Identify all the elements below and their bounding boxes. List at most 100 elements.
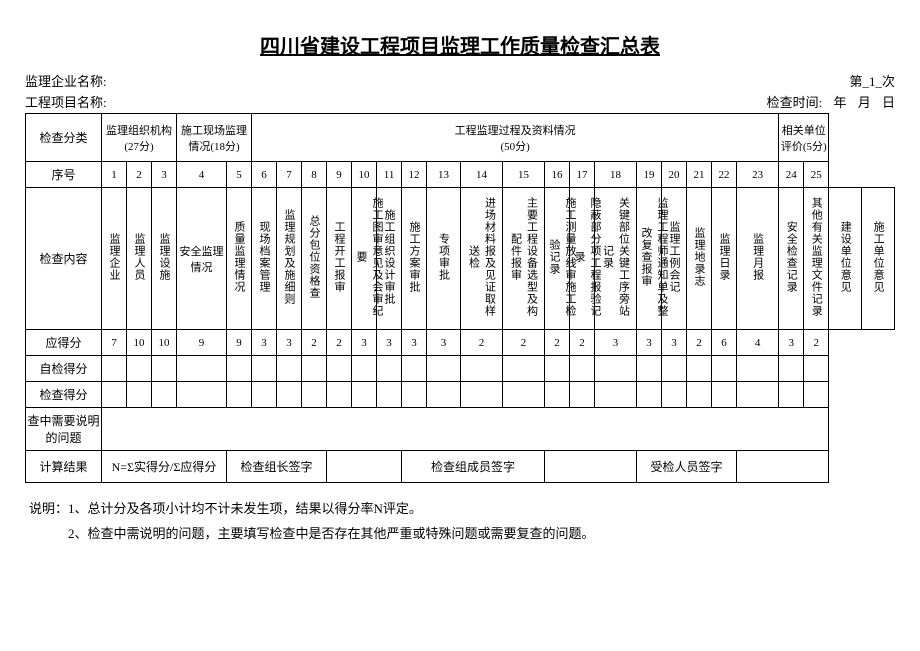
content-cell: 施工测量放线审施工检验记录 bbox=[545, 188, 570, 330]
sig-member-blank bbox=[545, 451, 637, 483]
sig-inspected-label: 受检人员签字 bbox=[637, 451, 737, 483]
score-cell: 3 bbox=[779, 330, 804, 356]
content-cell: 总分包位资格查 bbox=[302, 188, 327, 330]
score-cell: 2 bbox=[302, 330, 327, 356]
score-cell: 9 bbox=[227, 330, 252, 356]
content-row: 检查内容 监理企业 监理人员 监理设施 安全监理情况 质量监理情况 现场档案管理… bbox=[26, 188, 895, 330]
content-cell: 隐蔽部分项工程报验记录 bbox=[570, 188, 595, 330]
main-table: 检查分类 监理组织机构(27分) 施工现场监理情况(18分) 工程监理过程及资料… bbox=[25, 113, 895, 483]
seq-cell: 3 bbox=[152, 162, 177, 188]
content-cell: 安全检查记录 bbox=[779, 188, 804, 330]
seq-cell: 25 bbox=[804, 162, 829, 188]
seq-cell: 8 bbox=[302, 162, 327, 188]
header-line-2: 工程项目名称: 检查时间: 年 月 日 bbox=[25, 92, 895, 111]
seq-cell: 16 bbox=[545, 162, 570, 188]
check-score-row: 检查得分 bbox=[26, 382, 895, 408]
sig-inspected-blank bbox=[737, 451, 829, 483]
times-label: 第_1_次 bbox=[849, 71, 895, 90]
date-year: 年 bbox=[833, 95, 846, 110]
score-cell: 3 bbox=[637, 330, 662, 356]
content-cell: 其他有关监理文件记录 bbox=[804, 188, 829, 330]
content-cell: 主要工程设备选型及构配件报审 bbox=[503, 188, 545, 330]
score-cell: 2 bbox=[461, 330, 503, 356]
score-cell: 9 bbox=[177, 330, 227, 356]
category-row: 检查分类 监理组织机构(27分) 施工现场监理情况(18分) 工程监理过程及资料… bbox=[26, 114, 895, 162]
seq-cell: 13 bbox=[427, 162, 461, 188]
date-month: 月 bbox=[858, 95, 871, 110]
notes: 说明：1、总计分及各项小计均不计未发生项，结果以得分率N评定。 2、检查中需说明… bbox=[25, 497, 895, 546]
content-cell: 监理日录 bbox=[712, 188, 737, 330]
seq-cell: 12 bbox=[402, 162, 427, 188]
score-cell: 3 bbox=[595, 330, 637, 356]
score-cell: 3 bbox=[662, 330, 687, 356]
content-cell: 施工图审意见及会审纪要 bbox=[352, 188, 377, 330]
content-cell: 施工单位意见 bbox=[862, 188, 895, 330]
seq-cell: 21 bbox=[687, 162, 712, 188]
seq-cell: 9 bbox=[327, 162, 352, 188]
company-label: 监理企业名称: bbox=[25, 71, 107, 90]
date-day: 日 bbox=[882, 95, 895, 110]
content-cell: 监理工程师通知单及整改复查报审 bbox=[637, 188, 662, 330]
content-cell: 监理规划及施细则 bbox=[277, 188, 302, 330]
score-cell: 2 bbox=[804, 330, 829, 356]
score-cell: 3 bbox=[402, 330, 427, 356]
score-label: 应得分 bbox=[26, 330, 102, 356]
score-cell: 3 bbox=[277, 330, 302, 356]
cat-group-3-title: 工程监理过程及资料情况 bbox=[253, 122, 777, 138]
seq-cell: 4 bbox=[177, 162, 227, 188]
score-cell: 3 bbox=[427, 330, 461, 356]
seq-cell: 6 bbox=[252, 162, 277, 188]
seq-cell: 23 bbox=[737, 162, 779, 188]
check-time: 检查时间: 年 月 日 bbox=[759, 92, 895, 111]
content-cell: 施工方案审批 bbox=[402, 188, 427, 330]
seq-label: 序号 bbox=[26, 162, 102, 188]
cat-group-3: 工程监理过程及资料情况 (50分) bbox=[252, 114, 779, 162]
content-cell: 工程开工报审 bbox=[327, 188, 352, 330]
content-cell: 现场档案管理 bbox=[252, 188, 277, 330]
score-cell: 2 bbox=[545, 330, 570, 356]
score-cell: 7 bbox=[102, 330, 127, 356]
content-cell: 质量监理情况 bbox=[227, 188, 252, 330]
seq-cell: 1 bbox=[102, 162, 127, 188]
project-label: 工程项目名称: bbox=[25, 92, 107, 111]
seq-cell: 5 bbox=[227, 162, 252, 188]
score-row: 应得分 7 10 10 9 9 3 3 2 2 3 3 3 3 2 2 2 2 … bbox=[26, 330, 895, 356]
seq-cell: 20 bbox=[662, 162, 687, 188]
content-cell: 进场材料报及见证取样送检 bbox=[461, 188, 503, 330]
sig-member-label: 检查组成员签字 bbox=[402, 451, 545, 483]
seq-row: 序号 1 2 3 4 5 6 7 8 9 10 11 12 13 14 15 1… bbox=[26, 162, 895, 188]
content-cell: 安全监理情况 bbox=[177, 188, 227, 330]
cat-group-1: 监理组织机构(27分) bbox=[102, 114, 177, 162]
note-1: 说明：1、总计分及各项小计均不计未发生项，结果以得分率N评定。 bbox=[29, 497, 895, 522]
content-cell: 关键部位关键工序旁站记录 bbox=[595, 188, 637, 330]
seq-cell: 24 bbox=[779, 162, 804, 188]
seq-cell: 10 bbox=[352, 162, 377, 188]
note-2: 2、检查中需说明的问题，主要填写检查中是否存在其他严重或特殊问题或需要复查的问题… bbox=[29, 522, 895, 547]
seq-cell: 7 bbox=[277, 162, 302, 188]
issue-label: 查中需要说明的问题 bbox=[26, 408, 102, 451]
self-score-row: 自检得分 bbox=[26, 356, 895, 382]
score-cell: 3 bbox=[352, 330, 377, 356]
check-score-label: 检查得分 bbox=[26, 382, 102, 408]
score-cell: 4 bbox=[737, 330, 779, 356]
content-cell: 监理企业 bbox=[102, 188, 127, 330]
seq-cell: 19 bbox=[637, 162, 662, 188]
seq-cell: 11 bbox=[377, 162, 402, 188]
content-cell: 监理地录志 bbox=[687, 188, 712, 330]
score-cell: 3 bbox=[377, 330, 402, 356]
issue-row: 查中需要说明的问题 bbox=[26, 408, 895, 451]
content-label: 检查内容 bbox=[26, 188, 102, 330]
calc-row: 计算结果 N=Σ实得分/Σ应得分 检查组长签字 检查组成员签字 受检人员签字 bbox=[26, 451, 895, 483]
page-title: 四川省建设工程项目监理工作质量检查汇总表 bbox=[25, 30, 895, 59]
content-cell: 监理月报 bbox=[737, 188, 779, 330]
cat-group-3-sub: (50分) bbox=[253, 138, 777, 154]
score-cell: 2 bbox=[503, 330, 545, 356]
content-cell: 监理设施 bbox=[152, 188, 177, 330]
seq-cell: 15 bbox=[503, 162, 545, 188]
content-cell: 建设单位意见 bbox=[829, 188, 862, 330]
score-cell: 2 bbox=[327, 330, 352, 356]
cat-label: 检查分类 bbox=[26, 114, 102, 162]
score-cell: 10 bbox=[152, 330, 177, 356]
content-cell: 监理人员 bbox=[127, 188, 152, 330]
score-cell: 6 bbox=[712, 330, 737, 356]
